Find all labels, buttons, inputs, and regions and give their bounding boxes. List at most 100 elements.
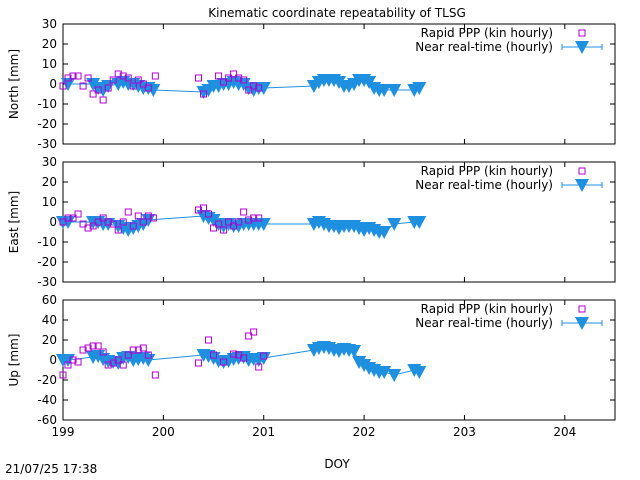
rapid-point bbox=[230, 222, 238, 230]
rapid-point bbox=[69, 356, 77, 364]
rapid-point bbox=[250, 82, 258, 90]
y-tick-label: 20 bbox=[42, 333, 57, 347]
rapid-point bbox=[200, 90, 208, 98]
rapid-point bbox=[240, 208, 248, 216]
rapid-point bbox=[129, 82, 137, 90]
rapid-point bbox=[210, 351, 218, 359]
nrt-point bbox=[377, 226, 392, 239]
rapid-point bbox=[104, 218, 112, 226]
rapid-point bbox=[79, 82, 87, 90]
rapid-point bbox=[215, 72, 223, 80]
x-tick-label: 200 bbox=[152, 425, 175, 439]
rapid-point bbox=[114, 70, 122, 78]
rapid-point bbox=[151, 72, 159, 80]
nrt-point bbox=[412, 82, 427, 95]
rapid-point bbox=[124, 74, 132, 82]
rapid-point bbox=[114, 226, 122, 234]
rapid-point bbox=[235, 74, 243, 82]
rapid-point bbox=[129, 222, 137, 230]
y-tick-label: 60 bbox=[42, 293, 57, 307]
rapid-point bbox=[59, 82, 67, 90]
nrt-point bbox=[387, 84, 402, 97]
rapid-point bbox=[240, 354, 248, 362]
x-tick-label: 204 bbox=[553, 425, 576, 439]
y-tick-label: 30 bbox=[42, 155, 57, 169]
rapid-point bbox=[94, 342, 102, 350]
y-tick-label: -30 bbox=[37, 275, 57, 289]
y-tick-label: 10 bbox=[42, 195, 57, 209]
rapid-point bbox=[99, 348, 107, 356]
rapid-point bbox=[134, 76, 142, 84]
rapid-point bbox=[194, 74, 202, 82]
rapid-point bbox=[119, 361, 127, 369]
y-tick-label: 10 bbox=[42, 57, 57, 71]
nrt-point bbox=[387, 218, 402, 231]
rapid-point bbox=[69, 214, 77, 222]
legend-marker-rapid bbox=[578, 29, 586, 37]
rapid-point bbox=[114, 356, 122, 364]
rapid-point bbox=[144, 212, 152, 220]
rapid-point bbox=[59, 218, 67, 226]
rapid-point bbox=[149, 214, 157, 222]
y-tick-label: -10 bbox=[37, 235, 57, 249]
nrt-point bbox=[146, 84, 161, 97]
rapid-point bbox=[139, 80, 147, 88]
rapid-point bbox=[119, 72, 127, 80]
rapid-point bbox=[89, 90, 97, 98]
rapid-point bbox=[220, 358, 228, 366]
rapid-point bbox=[99, 214, 107, 222]
y-tick-label: -20 bbox=[37, 117, 57, 131]
x-tick-label: 199 bbox=[52, 425, 75, 439]
legend-label-nrt: Near real-time (hourly) bbox=[415, 40, 553, 54]
rapid-point bbox=[79, 346, 87, 354]
rapid-point bbox=[89, 342, 97, 350]
y-tick-label: 20 bbox=[42, 175, 57, 189]
rapid-point bbox=[94, 86, 102, 94]
y-tick-label: 20 bbox=[42, 37, 57, 51]
timestamp: 21/07/25 17:38 bbox=[5, 462, 97, 476]
y-tick-label: -60 bbox=[37, 413, 57, 427]
rapid-point bbox=[109, 76, 117, 84]
y-tick-label: 0 bbox=[49, 215, 57, 229]
rapid-point bbox=[210, 224, 218, 232]
rapid-point bbox=[144, 84, 152, 92]
legend-marker-nrt bbox=[575, 41, 589, 54]
x-tick-label: 202 bbox=[353, 425, 376, 439]
rapid-point bbox=[74, 358, 82, 366]
legend-label-rapid: Rapid PPP (kin hourly) bbox=[421, 164, 553, 178]
y-axis-label: East [mm] bbox=[7, 191, 21, 253]
rapid-point bbox=[225, 218, 233, 226]
rapid-point bbox=[205, 336, 213, 344]
panel-1: -30 -20 -10 0 10 20 30 North [mm] Rapid PPP (kin… bbox=[7, 17, 616, 151]
rapid-point bbox=[194, 206, 202, 214]
rapid-point bbox=[225, 74, 233, 82]
y-axis-label: North [mm] bbox=[7, 49, 21, 119]
legend-label-nrt: Near real-time (hourly) bbox=[415, 316, 553, 330]
rapid-point bbox=[129, 346, 137, 354]
y-tick-label: -30 bbox=[37, 137, 57, 151]
legend-label-rapid: Rapid PPP (kin hourly) bbox=[421, 302, 553, 316]
legend-marker-nrt bbox=[575, 317, 589, 330]
rapid-point bbox=[260, 352, 268, 360]
rapid-point bbox=[84, 344, 92, 352]
rapid-point bbox=[194, 359, 202, 367]
y-axis-label: Up [mm] bbox=[7, 334, 21, 387]
rapid-point bbox=[151, 371, 159, 379]
y-tick-label: 0 bbox=[49, 77, 57, 91]
rapid-point bbox=[235, 218, 243, 226]
rapid-point bbox=[99, 96, 107, 104]
x-tick-label: 201 bbox=[252, 425, 275, 439]
nrt-point bbox=[387, 369, 402, 382]
rapid-point bbox=[205, 210, 213, 218]
rapid-point bbox=[245, 86, 253, 94]
rapid-point bbox=[69, 72, 77, 80]
panel-2: -30 -20 -10 0 10 20 30 East [mm] Rapid PPP (kin … bbox=[7, 155, 616, 289]
nrt-point bbox=[377, 84, 392, 97]
x-tick-label: 203 bbox=[453, 425, 476, 439]
rapid-point bbox=[250, 328, 258, 336]
rapid-point bbox=[84, 74, 92, 82]
rapid-point bbox=[255, 363, 263, 371]
rapid-point bbox=[200, 204, 208, 212]
